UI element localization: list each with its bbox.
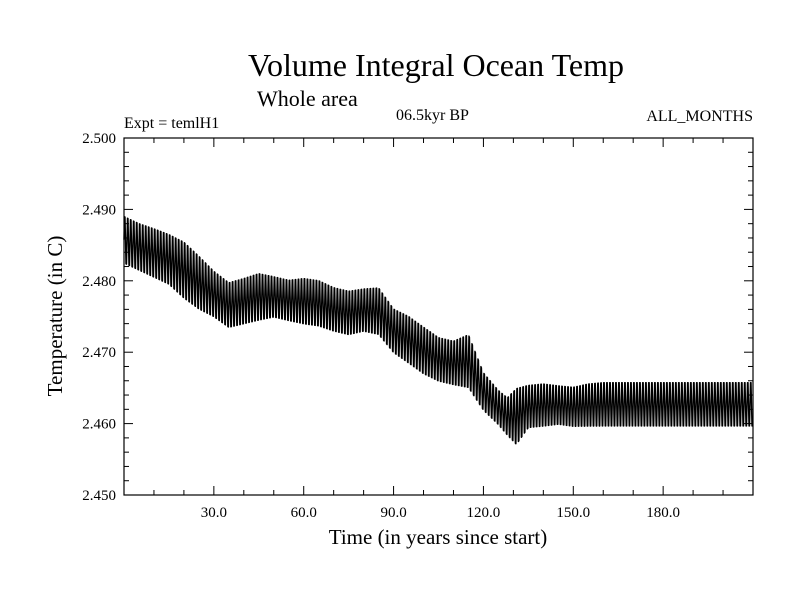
chart-title: Volume Integral Ocean Temp	[248, 47, 624, 83]
x-tick-label-4: 150.0	[556, 505, 590, 521]
x-tick-label-5: 180.0	[646, 505, 680, 521]
series-layer	[123, 216, 753, 445]
y-tick-label-3: 2.480	[82, 274, 116, 290]
months-label: ALL_MONTHS	[646, 108, 753, 125]
y-tick-label-5: 2.500	[82, 131, 116, 147]
period-label: 06.5kyr BP	[396, 107, 469, 124]
plot-frame	[123, 137, 754, 496]
x-tick-label-3: 120.0	[467, 505, 501, 521]
y-tick-label-4: 2.490	[82, 202, 116, 218]
tick-layer: 30.0 60.0 90.0 120.0 150.0 180.0 2.450 2.460 2.4…	[82, 131, 753, 521]
y-axis-label: Temperature (in C)	[43, 236, 67, 397]
experiment-label: Expt = temlH1	[124, 115, 219, 132]
y-tick-label-2: 2.470	[82, 345, 116, 361]
y-tick-label-1: 2.460	[82, 417, 116, 433]
x-axis-label: Time (in years since start)	[329, 525, 548, 549]
x-tick-label-0: 30.0	[201, 505, 227, 521]
x-tick-label-1: 60.0	[291, 505, 317, 521]
y-tick-label-0: 2.450	[82, 488, 116, 504]
series-line-0	[123, 216, 753, 445]
x-tick-label-2: 90.0	[380, 505, 406, 521]
chart-subtitle: Whole area	[257, 86, 358, 111]
